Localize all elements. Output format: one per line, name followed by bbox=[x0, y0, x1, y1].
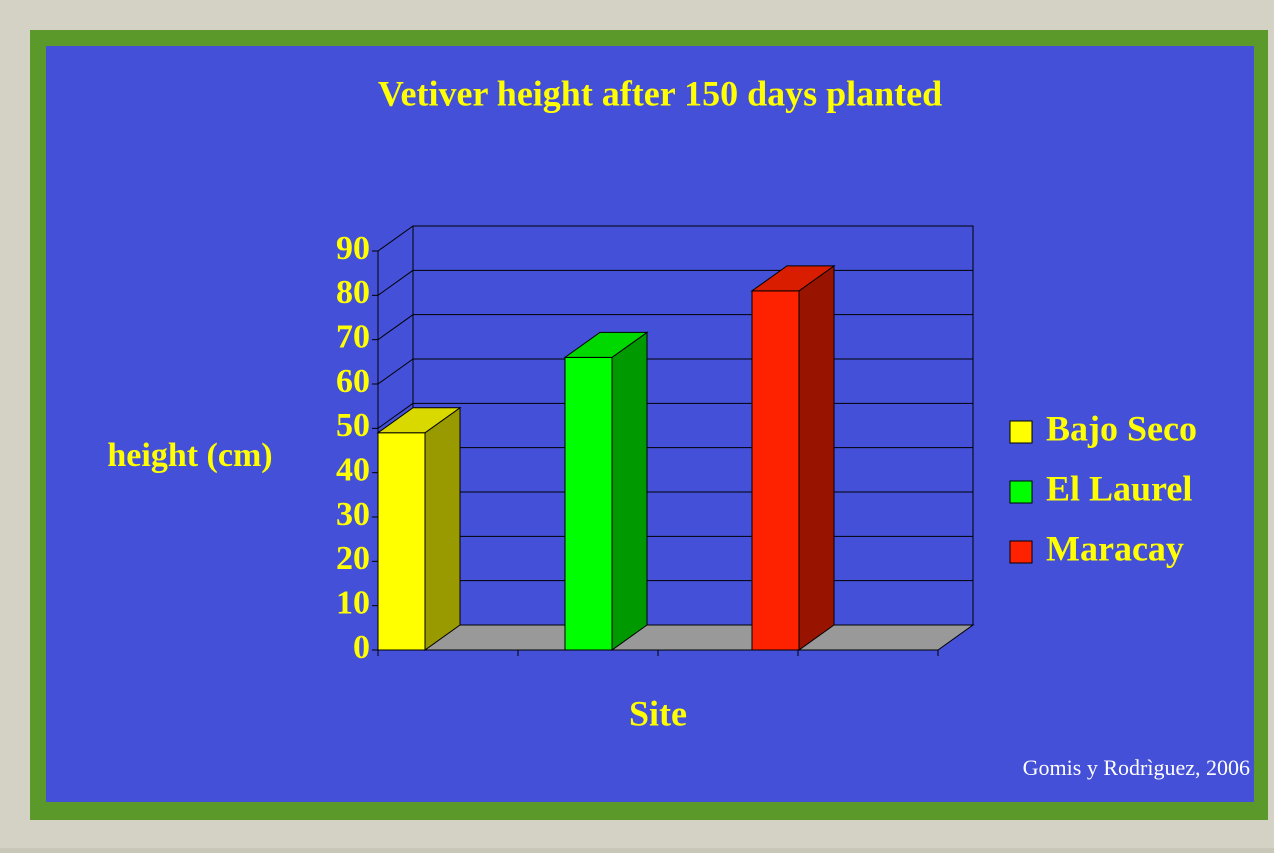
legend-label: Maracay bbox=[1046, 528, 1184, 568]
source: Gomis y Rodrìguez, 2006 bbox=[1023, 755, 1250, 780]
bar-front bbox=[751, 290, 800, 651]
side-grid-line bbox=[377, 358, 414, 385]
bar-top bbox=[376, 407, 462, 434]
side-grid-line bbox=[377, 225, 414, 252]
bar-top bbox=[563, 331, 649, 358]
bar-front bbox=[564, 356, 613, 651]
y-tick-label: 10 bbox=[336, 584, 370, 621]
bar-side bbox=[798, 264, 835, 651]
y-tick-label: 50 bbox=[336, 407, 370, 444]
chart-title: Vetiver height after 150 days planted bbox=[378, 73, 942, 113]
legend-swatch bbox=[1009, 540, 1033, 564]
bar-front bbox=[377, 432, 426, 651]
x-axis-label: Site bbox=[629, 693, 687, 733]
plot: 0 10 20 30 40 50 60 70 80 90 Bajo Seco El Laurel Mar… bbox=[336, 225, 1197, 666]
floor bbox=[376, 624, 975, 651]
y-tick-label: 20 bbox=[336, 540, 370, 577]
y-tick-label: 0 bbox=[353, 629, 370, 666]
legend-swatch bbox=[1009, 480, 1033, 504]
y-tick-label: 70 bbox=[336, 318, 370, 355]
bar-side bbox=[611, 331, 648, 651]
y-tick-label: 80 bbox=[336, 274, 370, 311]
bar bbox=[563, 331, 649, 651]
y-tick-label: 30 bbox=[336, 496, 370, 533]
side-grid-line bbox=[377, 269, 414, 296]
bar bbox=[750, 264, 836, 651]
legend-label: Bajo Seco bbox=[1046, 408, 1197, 448]
bar-side bbox=[424, 406, 461, 651]
bar-top bbox=[750, 265, 836, 292]
legend-label: El Laurel bbox=[1046, 468, 1192, 508]
legend-swatch bbox=[1009, 420, 1033, 444]
side-grid-line bbox=[377, 402, 414, 429]
y-axis-label: height (cm) bbox=[107, 437, 272, 474]
y-tick-label: 90 bbox=[336, 230, 370, 267]
side-grid-line bbox=[377, 314, 414, 341]
panel bbox=[46, 46, 1254, 802]
y-tick-label: 60 bbox=[336, 363, 370, 400]
bar bbox=[376, 406, 462, 651]
y-tick-label: 40 bbox=[336, 451, 370, 488]
